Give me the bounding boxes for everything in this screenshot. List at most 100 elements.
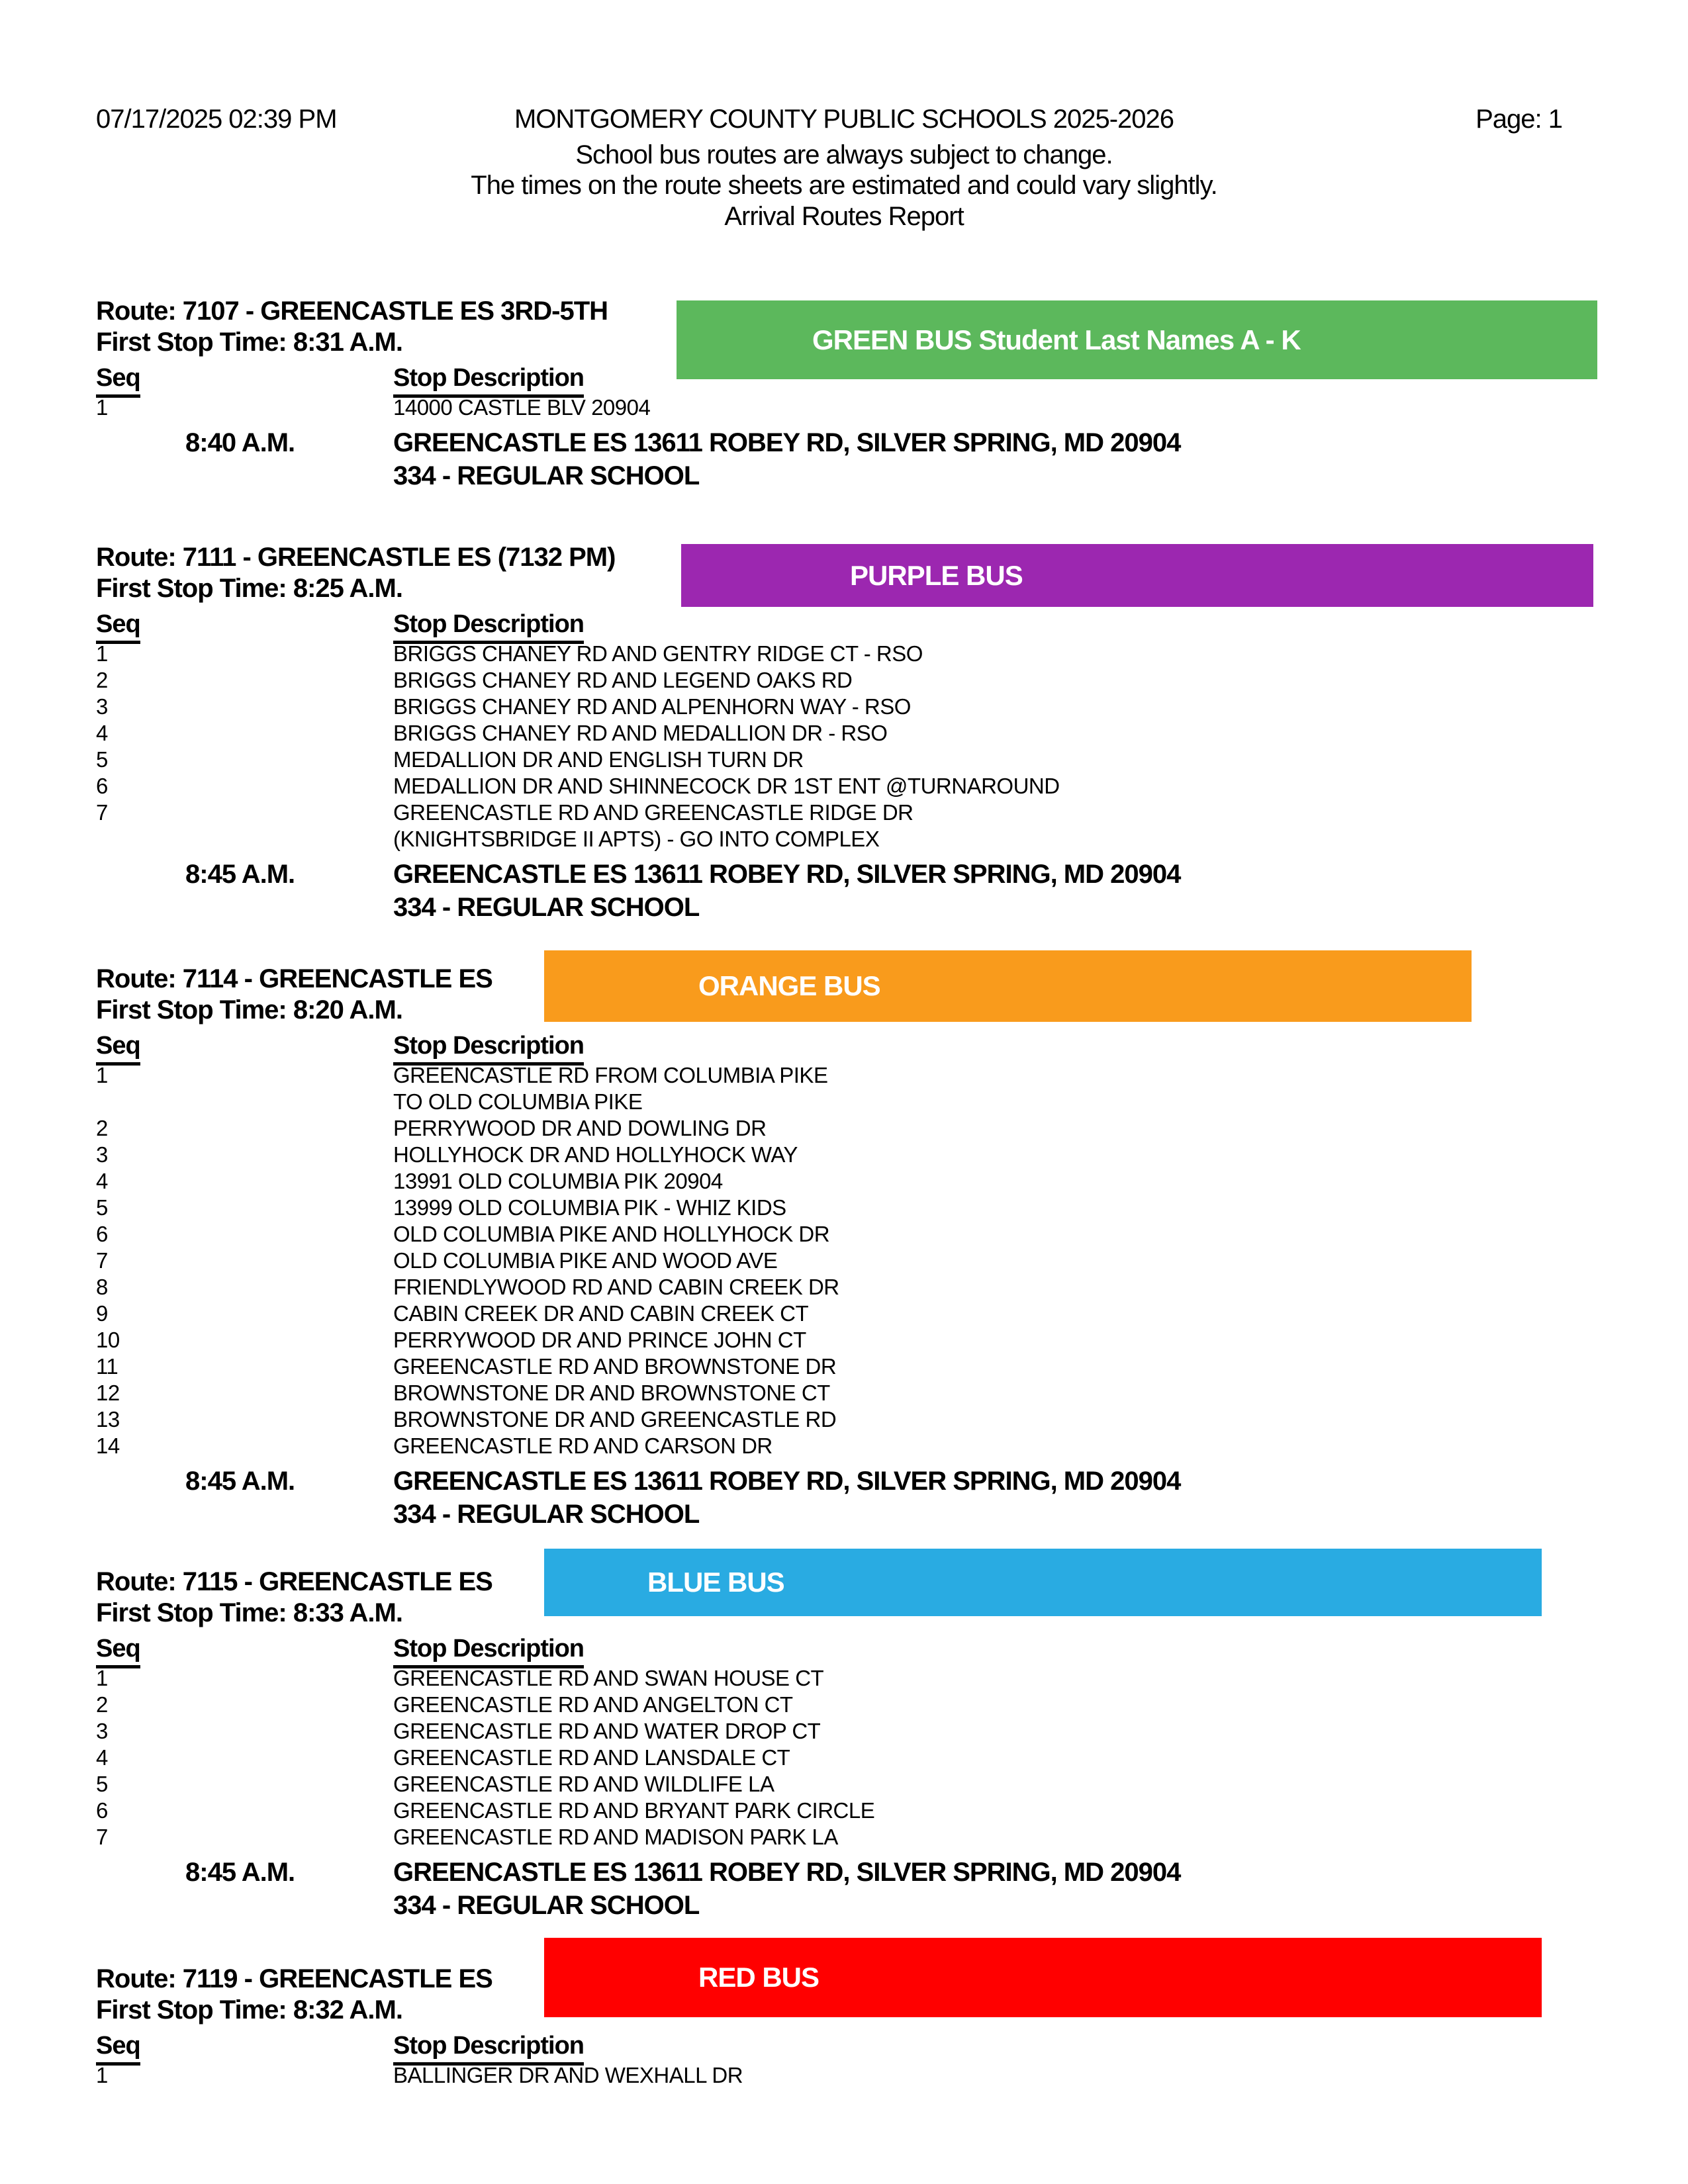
stop-description-column-header: Stop Description [393, 2032, 585, 2066]
arrival-program: 334 - REGULAR SCHOOL [393, 1500, 700, 1529]
stop-row: 6 OLD COLUMBIA PIKE AND HOLLYHOCK DR [0, 1221, 1688, 1248]
stop-row: 3 GREENCASTLE RD AND WATER DROP CT [0, 1718, 1688, 1745]
stop-description: 14000 CASTLE BLV 20904 [393, 395, 651, 420]
stop-description: GREENCASTLE RD AND WATER DROP CT [393, 1719, 821, 1743]
stop-description: OLD COLUMBIA PIKE AND WOOD AVE [393, 1248, 778, 1273]
seq-column-header: Seq [96, 610, 141, 644]
stop-row: 6 MEDALLION DR AND SHINNECOCK DR 1ST ENT… [0, 773, 1688, 799]
arrival-program: 334 - REGULAR SCHOOL [393, 893, 700, 922]
stop-description: GREENCASTLE RD AND GREENCASTLE RIDGE DR … [393, 800, 914, 851]
stop-seq: 2 [96, 1692, 108, 1717]
stop-description: GREENCASTLE RD AND LANSDALE CT [393, 1745, 790, 1770]
arrival-time: 8:45 A.M. [185, 1858, 295, 1887]
stop-seq: 12 [96, 1381, 120, 1405]
column-headers: Seq Stop Description [0, 1635, 1688, 1668]
stop-description: GREENCASTLE RD AND BROWNSTONE DR [393, 1354, 837, 1379]
stop-row: 1 GREENCASTLE RD FROM COLUMBIA PIKE TO O… [0, 1062, 1688, 1115]
stop-seq: 1 [96, 1063, 108, 1087]
stop-description: BROWNSTONE DR AND GREENCASTLE RD [393, 1407, 837, 1432]
stop-description: BRIGGS CHANEY RD AND ALPENHORN WAY - RSO [393, 694, 911, 719]
stop-description: OLD COLUMBIA PIKE AND HOLLYHOCK DR [393, 1222, 830, 1246]
stop-description: BRIGGS CHANEY RD AND MEDALLION DR - RSO [393, 721, 888, 745]
stop-seq: 6 [96, 1798, 108, 1823]
report-subtitle-2: The times on the route sheets are estima… [471, 171, 1217, 200]
first-stop-time: First Stop Time: 8:20 A.M. [96, 995, 403, 1024]
stop-row: 13 BROWNSTONE DR AND GREENCASTLE RD [0, 1406, 1688, 1433]
stop-seq: 3 [96, 694, 108, 719]
stop-description-column-header: Stop Description [393, 610, 585, 644]
stop-seq: 1 [96, 2063, 108, 2087]
stop-seq: 7 [96, 1248, 108, 1273]
stop-description: GREENCASTLE RD AND WILDLIFE LA [393, 1772, 774, 1796]
report-name: Arrival Routes Report [724, 202, 964, 231]
green-bus-banner: GREEN BUS Student Last Names A - K [677, 300, 1597, 379]
route-section-7115: BLUE BUS Route: 7115 - GREENCASTLE ES Fi… [0, 1549, 1688, 1922]
stop-description: GREENCASTLE RD AND ANGELTON CT [393, 1692, 793, 1717]
report-date: 07/17/2025 02:39 PM [96, 105, 338, 134]
stop-seq: 3 [96, 1142, 108, 1167]
stop-seq: 2 [96, 668, 108, 692]
seq-column-header: Seq [96, 364, 141, 398]
first-stop-time: First Stop Time: 8:32 A.M. [96, 1995, 403, 2025]
stop-description: MEDALLION DR AND SHINNECOCK DR 1ST ENT @… [393, 774, 1060, 798]
orange-bus-banner: ORANGE BUS [544, 950, 1472, 1022]
stop-row: 3 HOLLYHOCK DR AND HOLLYHOCK WAY [0, 1142, 1688, 1168]
stop-seq: 4 [96, 1169, 108, 1193]
first-stop-time: First Stop Time: 8:33 A.M. [96, 1598, 403, 1627]
column-headers: Seq Stop Description [0, 2032, 1688, 2066]
stop-row: 14 GREENCASTLE RD AND CARSON DR [0, 1433, 1688, 1459]
stop-seq: 11 [96, 1354, 118, 1379]
arrival-row: 8:45 A.M. GREENCASTLE ES 13611 ROBEY RD,… [0, 1465, 1688, 1531]
report-title: MONTGOMERY COUNTY PUBLIC SCHOOLS 2025-20… [514, 105, 1174, 134]
stop-row: 3 BRIGGS CHANEY RD AND ALPENHORN WAY - R… [0, 694, 1688, 720]
arrival-row: 8:45 A.M. GREENCASTLE ES 13611 ROBEY RD,… [0, 1856, 1688, 1922]
page-number: Page: 1 [1476, 105, 1563, 134]
arrival-school: GREENCASTLE ES 13611 ROBEY RD, SILVER SP… [393, 1467, 1181, 1496]
stop-row: 4 BRIGGS CHANEY RD AND MEDALLION DR - RS… [0, 720, 1688, 747]
stop-seq: 4 [96, 721, 108, 745]
stop-row: 1 BALLINGER DR AND WEXHALL DR [0, 2062, 1688, 2089]
stop-seq: 4 [96, 1745, 108, 1770]
seq-column-header: Seq [96, 2032, 141, 2066]
stop-row: 5 MEDALLION DR AND ENGLISH TURN DR [0, 747, 1688, 773]
stop-description: 13999 OLD COLUMBIA PIK - WHIZ KIDS [393, 1195, 786, 1220]
arrival-row: 8:45 A.M. GREENCASTLE ES 13611 ROBEY RD,… [0, 858, 1688, 924]
first-stop-time: First Stop Time: 8:31 A.M. [96, 328, 403, 357]
stop-description: BALLINGER DR AND WEXHALL DR [393, 2063, 743, 2087]
stop-row: 5 GREENCASTLE RD AND WILDLIFE LA [0, 1771, 1688, 1797]
stop-row: 1 BRIGGS CHANEY RD AND GENTRY RIDGE CT -… [0, 641, 1688, 667]
route-title: Route: 7115 - GREENCASTLE ES [96, 1567, 493, 1596]
stop-description: GREENCASTLE RD AND BRYANT PARK CIRCLE [393, 1798, 875, 1823]
stop-row: 2 BRIGGS CHANEY RD AND LEGEND OAKS RD [0, 667, 1688, 694]
stop-description: GREENCASTLE RD AND MADISON PARK LA [393, 1825, 838, 1849]
route-section-7114: ORANGE BUS Route: 7114 - GREENCASTLE ES … [0, 950, 1688, 1531]
stop-seq: 5 [96, 747, 108, 772]
stop-seq: 2 [96, 1116, 108, 1140]
stop-seq: 1 [96, 395, 108, 420]
arrival-program: 334 - REGULAR SCHOOL [393, 461, 700, 490]
stop-row: 4 13991 OLD COLUMBIA PIK 20904 [0, 1168, 1688, 1195]
route-title: Route: 7111 - GREENCASTLE ES (7132 PM) [96, 543, 616, 572]
stop-row: 11 GREENCASTLE RD AND BROWNSTONE DR [0, 1353, 1688, 1380]
stop-description: 13991 OLD COLUMBIA PIK 20904 [393, 1169, 723, 1193]
stop-description: GREENCASTLE RD AND SWAN HOUSE CT [393, 1666, 824, 1690]
stop-description: GREENCASTLE RD FROM COLUMBIA PIKE TO OLD… [393, 1063, 828, 1114]
arrival-school: GREENCASTLE ES 13611 ROBEY RD, SILVER SP… [393, 428, 1181, 457]
route-title: Route: 7114 - GREENCASTLE ES [96, 964, 493, 993]
stop-row: 1 GREENCASTLE RD AND SWAN HOUSE CT [0, 1665, 1688, 1692]
arrival-time: 8:45 A.M. [185, 1467, 295, 1496]
stop-seq: 10 [96, 1328, 120, 1352]
stop-description: BRIGGS CHANEY RD AND GENTRY RIDGE CT - R… [393, 641, 923, 666]
stop-row: 8 FRIENDLYWOOD RD AND CABIN CREEK DR [0, 1274, 1688, 1300]
stop-description: PERRYWOOD DR AND DOWLING DR [393, 1116, 767, 1140]
stop-seq: 7 [96, 1825, 108, 1849]
first-stop-time: First Stop Time: 8:25 A.M. [96, 574, 403, 603]
route-section-7119: RED BUS Route: 7119 - GREENCASTLE ES Fir… [0, 1938, 1688, 2089]
stop-description-column-header: Stop Description [393, 364, 585, 398]
stop-seq: 1 [96, 641, 108, 666]
stop-description: FRIENDLYWOOD RD AND CABIN CREEK DR [393, 1275, 839, 1299]
stop-row: 7 GREENCASTLE RD AND GREENCASTLE RIDGE D… [0, 799, 1688, 852]
red-bus-banner: RED BUS [544, 1938, 1542, 2017]
stop-description: PERRYWOOD DR AND PRINCE JOHN CT [393, 1328, 806, 1352]
